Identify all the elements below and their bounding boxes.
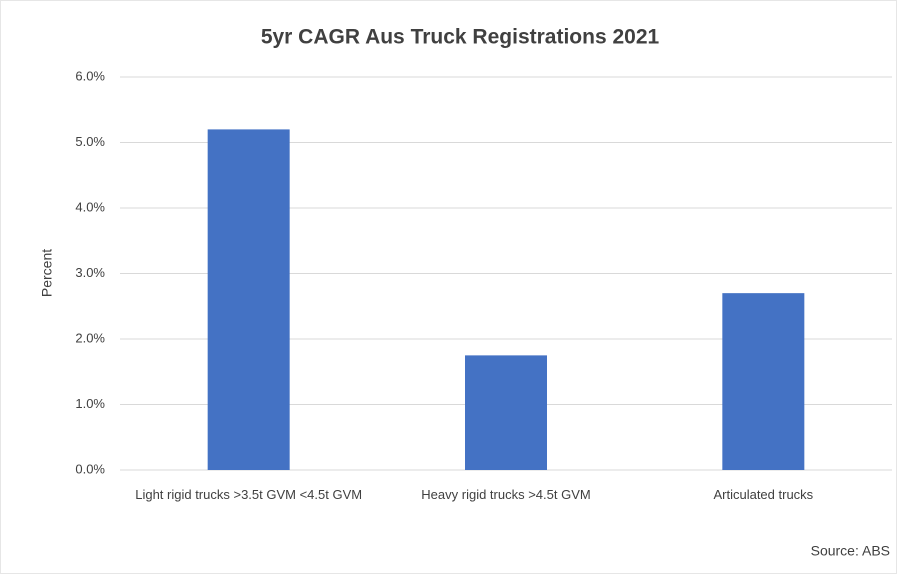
y-tick-label: 3.0% xyxy=(75,265,105,280)
y-tick-label: 6.0% xyxy=(75,68,105,83)
bar xyxy=(207,129,290,470)
x-tick-label: Light rigid trucks >3.5t GVM <4.5t GVM xyxy=(135,487,363,502)
y-tick-label: 0.0% xyxy=(75,461,105,476)
y-axis-label: Percent xyxy=(39,249,55,297)
bar xyxy=(722,293,805,470)
y-tick-label: 2.0% xyxy=(75,330,105,345)
x-tick-label: Heavy rigid trucks >4.5t GVM xyxy=(421,487,591,502)
y-tick-label: 1.0% xyxy=(75,396,105,411)
bar xyxy=(465,355,547,470)
y-tick-label: 4.0% xyxy=(75,199,105,214)
source-note: Source: ABS xyxy=(811,543,890,559)
x-tick-label: Articulated trucks xyxy=(713,487,814,502)
chart-title: 5yr CAGR Aus Truck Registrations 2021 xyxy=(261,26,660,49)
y-tick-label: 5.0% xyxy=(75,134,105,149)
